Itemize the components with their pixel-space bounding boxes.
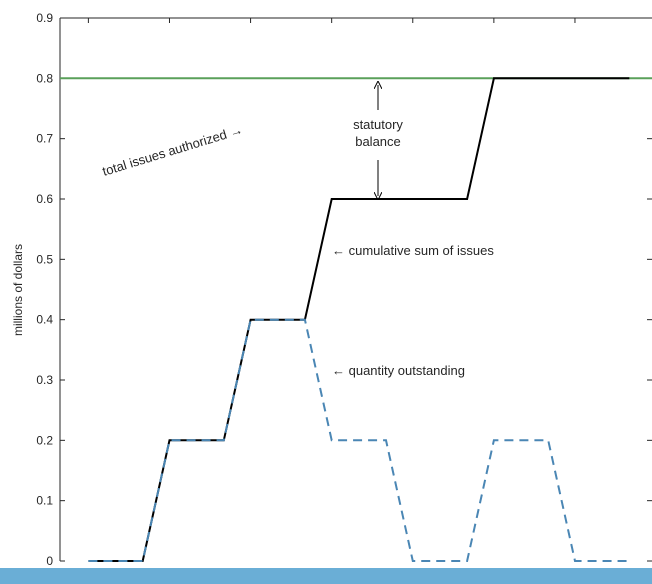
y-tick-label: 0 <box>46 554 53 568</box>
y-tick-label: 0.7 <box>36 132 53 146</box>
x-ticks: 1793:Q21793:Q31793:Q41794:Q11794:Q21794:… <box>87 18 576 23</box>
bottom-band <box>0 568 652 584</box>
y-tick-label: 0.1 <box>36 494 53 508</box>
series-line-quantity-outstanding <box>88 318 630 562</box>
y-ticks: 0 0.1 0.2 0.3 0.4 0.5 0.6 0.7 0.8 0.9 <box>36 11 652 568</box>
y-tick-label: 0.5 <box>36 252 53 266</box>
annotation-statutory: statutory <box>353 117 403 132</box>
y-tick-label: 0.8 <box>36 71 53 85</box>
annotation-outstanding: ← quantity outstanding <box>332 363 465 378</box>
annotation-cumulative: ← cumulative sum of issues <box>332 243 494 258</box>
series-layer <box>60 77 652 562</box>
annotation-balance: balance <box>355 134 401 149</box>
chart-svg: 0 0.1 0.2 0.3 0.4 0.5 0.6 0.7 0.8 0.9 1793:Q21793… <box>11 11 652 568</box>
y-axis-label: millions of dollars <box>11 244 25 336</box>
plot-area <box>60 18 652 561</box>
y-tick-label: 0.6 <box>36 192 53 206</box>
y-tick-label: 0.4 <box>36 313 53 327</box>
y-tick-label: 0.2 <box>36 433 53 447</box>
y-tick-label: 0.9 <box>36 11 53 25</box>
y-tick-label: 0.3 <box>36 373 53 387</box>
